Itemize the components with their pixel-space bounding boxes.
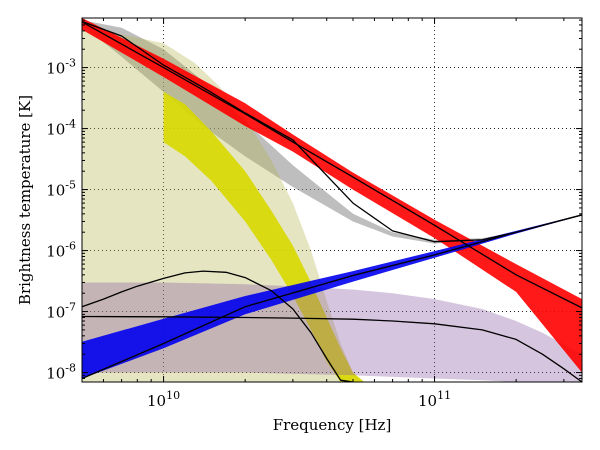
- series-line-8: [82, 20, 582, 243]
- y-axis-label: Brightness temperature [K]: [16, 95, 34, 305]
- y-tick-label: 10-3: [46, 57, 76, 78]
- series-band-2: [163, 91, 365, 382]
- series-group: [82, 18, 582, 382]
- plot-frame: [81, 17, 583, 383]
- x-axis-label: Frequency [Hz]: [273, 416, 392, 434]
- series-line-10: [82, 315, 582, 382]
- y-tick-label: 10-5: [46, 179, 76, 200]
- tick-marks: [81, 18, 582, 383]
- x-tick-label: 1010: [147, 389, 180, 410]
- y-tick-label: 10-6: [46, 240, 76, 261]
- y-tick-label: 10-8: [46, 362, 76, 383]
- tick-labels: 1010 1011 10-8 10-7 10-6 10-5 10-4 10-3: [46, 57, 451, 410]
- y-tick-label: 10-7: [46, 301, 76, 322]
- series-line-9: [82, 270, 354, 382]
- y-tick-label: 10-4: [46, 118, 76, 139]
- series-line-6: [82, 21, 582, 309]
- x-tick-label: 1011: [418, 389, 451, 410]
- series-band-4: [82, 18, 582, 373]
